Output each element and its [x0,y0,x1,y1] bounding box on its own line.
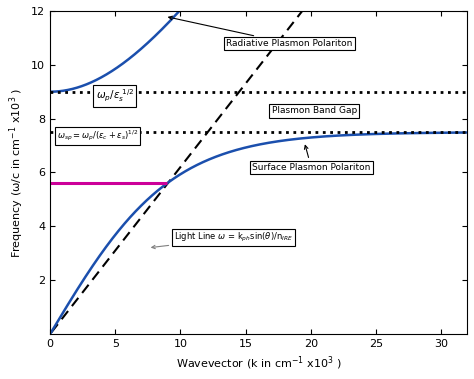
Text: Plasmon Band Gap: Plasmon Band Gap [272,106,357,115]
X-axis label: Wavevector (k in cm$^{-1}$ x10$^{3}$ ): Wavevector (k in cm$^{-1}$ x10$^{3}$ ) [176,354,341,372]
Text: Light Line $\omega$ = k$_{ph}$sin($\theta$)/n$_{IRE}$: Light Line $\omega$ = k$_{ph}$sin($\thet… [152,231,293,249]
Text: $\omega_p/\varepsilon_s^{\ 1/2}$: $\omega_p/\varepsilon_s^{\ 1/2}$ [96,88,134,104]
Text: Radiative Plasmon Polariton: Radiative Plasmon Polariton [169,16,352,48]
Text: Surface Plasmon Polariton: Surface Plasmon Polariton [252,146,370,172]
Y-axis label: Frequency (ω/c in cm$^{-1}$ x10$^{3}$ ): Frequency (ω/c in cm$^{-1}$ x10$^{3}$ ) [7,88,26,258]
Text: $\omega_{sp} = \omega_p/(\varepsilon_c + \varepsilon_s)^{1/2}$: $\omega_{sp} = \omega_p/(\varepsilon_c +… [56,129,138,143]
